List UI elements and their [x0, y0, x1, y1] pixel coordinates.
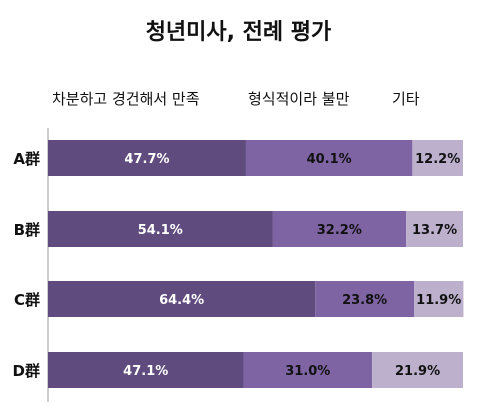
data-label: 64.4% [159, 293, 204, 308]
bar-segment [406, 211, 463, 247]
data-label: 23.8% [342, 293, 387, 308]
bar-segment [245, 140, 413, 176]
bar-segment [315, 281, 415, 317]
legend-entry-satisfied: 차분하고 경건해서 만족 [52, 90, 200, 108]
bar-segment [243, 352, 373, 388]
data-label: 31.0% [285, 364, 330, 379]
bar-segment [272, 211, 407, 247]
data-label: 32.2% [317, 223, 362, 238]
data-label: 40.1% [307, 152, 352, 167]
data-label: 47.1% [123, 364, 168, 379]
bar-segment [48, 140, 246, 176]
data-label: 13.7% [412, 223, 457, 238]
category-label: C群 [14, 291, 40, 309]
bar-segment [48, 352, 244, 388]
category-label: B群 [14, 221, 40, 239]
data-label: 11.9% [416, 293, 461, 308]
bar-segment [48, 281, 316, 317]
legend-entry-other: 기타 [392, 90, 420, 108]
data-label: 54.1% [138, 223, 183, 238]
bar-segment [372, 352, 463, 388]
chart-title: 청년미사, 전례 평가 [145, 20, 332, 45]
legend-entry-dissatisfied: 형식적이라 불만 [248, 90, 350, 108]
data-label: 12.2% [415, 152, 460, 167]
bar-segment [412, 140, 463, 176]
data-label: 21.9% [395, 364, 440, 379]
category-label: A群 [13, 150, 40, 168]
bar-segment [414, 281, 464, 317]
category-label: D群 [13, 362, 40, 380]
bar-segment [48, 211, 273, 247]
data-label: 47.7% [124, 152, 169, 167]
